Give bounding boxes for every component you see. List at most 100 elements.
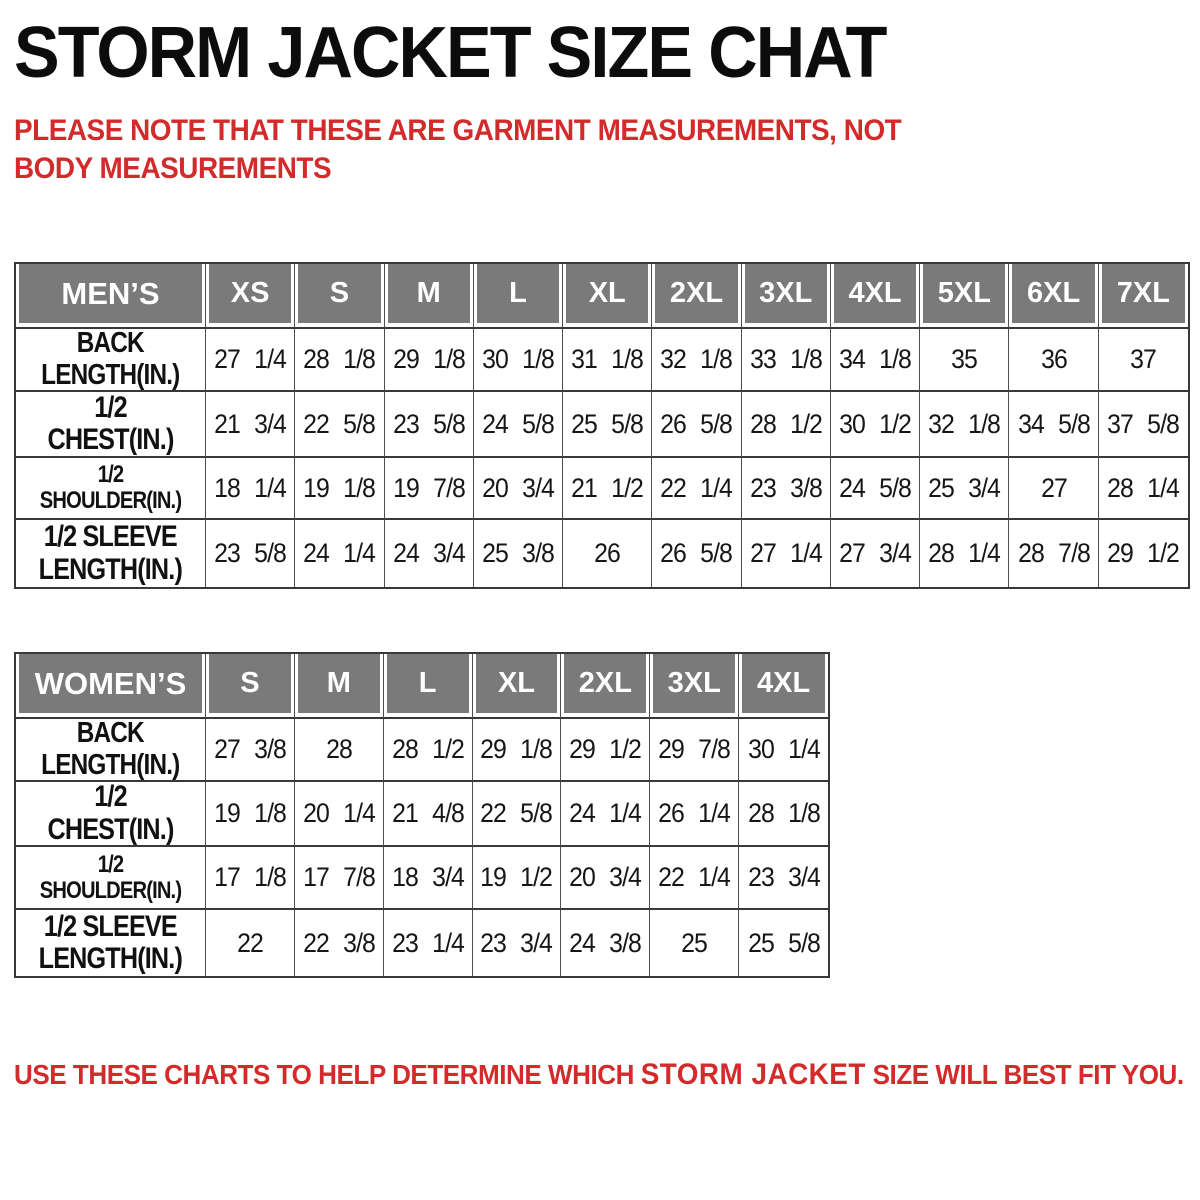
size-value-cell: 35 (920, 329, 1010, 392)
row-label: 1/2 SLEEVE LENGTH(IN.) (16, 910, 206, 976)
size-value-cell: 26 (563, 520, 653, 587)
size-value-cell: 23 5/8 (384, 392, 474, 458)
row-label: 1/2 SHOULDER(IN.) (16, 458, 206, 520)
size-value-cell: 23 1/4 (383, 910, 473, 976)
column-header-4xl: 4XL (830, 264, 921, 329)
size-value-cell: 28 1/8 (739, 782, 828, 847)
size-value-cell: 24 3/8 (561, 910, 651, 976)
garment-measurement-note: PLEASE NOTE THAT THESE ARE GARMENT MEASU… (14, 114, 902, 186)
size-value-cell: 22 1/4 (650, 847, 740, 910)
row-label: 1/2 CHEST(IN.) (16, 392, 206, 458)
size-value-cell: 23 3/8 (741, 458, 831, 520)
column-header-l: L (383, 654, 473, 719)
column-header-3xl: 3XL (741, 264, 831, 329)
size-value-cell: 18 1/4 (206, 458, 296, 520)
size-value-cell: 22 (206, 910, 295, 976)
size-value-cell: 17 1/8 (206, 847, 295, 910)
footer-text-lead: USE THESE CHARTS TO HELP DETERMINE WHICH (14, 1059, 641, 1090)
size-value-cell: 19 1/8 (295, 458, 385, 520)
size-value-cell: 20 3/4 (561, 847, 651, 910)
size-value-cell: 17 7/8 (294, 847, 384, 910)
size-value-cell: 28 1/4 (920, 520, 1010, 587)
column-header-m: M (294, 654, 384, 719)
size-value-cell: 25 3/8 (473, 520, 564, 587)
column-header-3xl: 3XL (650, 654, 740, 719)
size-value-cell: 29 1/8 (472, 719, 562, 782)
size-value-cell: 37 (1098, 329, 1188, 392)
size-value-cell: 25 (650, 910, 740, 976)
size-value-cell: 23 3/4 (472, 910, 562, 976)
size-value-cell: 28 1/2 (383, 719, 473, 782)
footer-text-tail: SIZE WILL BEST FIT YOU. (865, 1059, 1184, 1090)
column-header-4xl: 4XL (739, 654, 828, 719)
size-value-cell: 30 1/2 (830, 392, 921, 458)
size-value-cell: 33 1/8 (741, 329, 831, 392)
womens-size-table: WOMEN’S S M L XL 2XL 3XL 4XL BACK LENGTH(IN.) 27 … (14, 652, 830, 978)
column-header-l: L (473, 264, 564, 329)
table-group-header: MEN’S (16, 264, 206, 329)
size-value-cell: 29 1/8 (384, 329, 474, 392)
size-value-cell: 20 3/4 (473, 458, 564, 520)
footer-brand-name: STORM JACKET (640, 1058, 866, 1091)
size-value-cell: 32 1/8 (652, 329, 742, 392)
size-value-cell: 24 5/8 (830, 458, 921, 520)
size-value-cell: 22 5/8 (295, 392, 385, 458)
size-value-cell: 21 1/2 (563, 458, 653, 520)
mens-size-table: MEN’S XS S M L XL 2XL 3XL 4XL 5XL 6XL 7XL BACK LENGT… (14, 262, 1190, 589)
size-value-cell: 28 1/8 (295, 329, 385, 392)
size-value-cell: 18 3/4 (383, 847, 473, 910)
size-value-cell: 31 1/8 (563, 329, 653, 392)
row-label: 1/2 CHEST(IN.) (16, 782, 206, 847)
size-value-cell: 26 1/4 (650, 782, 740, 847)
column-header-6xl: 6XL (1009, 264, 1099, 329)
size-value-cell: 29 1/2 (1098, 520, 1188, 587)
size-value-cell: 37 5/8 (1098, 392, 1188, 458)
column-header-m: M (384, 264, 474, 329)
size-value-cell: 32 1/8 (920, 392, 1010, 458)
size-value-cell: 29 1/2 (561, 719, 651, 782)
size-value-cell: 30 1/4 (739, 719, 828, 782)
size-value-cell: 27 1/4 (206, 329, 296, 392)
row-label: BACK LENGTH(IN.) (16, 329, 206, 392)
column-header-xl: XL (472, 654, 562, 719)
table-group-header: WOMEN’S (16, 654, 206, 719)
size-value-cell: 28 (294, 719, 384, 782)
page-title: STORM JACKET SIZE CHAT (14, 13, 887, 93)
column-header-2xl: 2XL (561, 654, 651, 719)
size-value-cell: 22 3/8 (294, 910, 384, 976)
column-header-xs: XS (206, 264, 296, 329)
size-value-cell: 22 1/4 (652, 458, 742, 520)
row-label: BACK LENGTH(IN.) (16, 719, 206, 782)
column-header-s: S (206, 654, 295, 719)
row-label: 1/2 SLEEVE LENGTH(IN.) (16, 520, 206, 587)
size-value-cell: 24 5/8 (473, 392, 564, 458)
column-header-5xl: 5XL (920, 264, 1010, 329)
size-value-cell: 27 (1009, 458, 1099, 520)
column-header-7xl: 7XL (1098, 264, 1188, 329)
size-value-cell: 19 1/2 (472, 847, 562, 910)
size-value-cell: 25 3/4 (920, 458, 1010, 520)
size-value-cell: 29 7/8 (650, 719, 740, 782)
size-value-cell: 24 1/4 (561, 782, 651, 847)
size-value-cell: 23 3/4 (739, 847, 828, 910)
size-value-cell: 21 3/4 (206, 392, 296, 458)
size-value-cell: 34 5/8 (1009, 392, 1099, 458)
size-value-cell: 19 1/8 (206, 782, 295, 847)
size-value-cell: 36 (1009, 329, 1099, 392)
size-value-cell: 34 1/8 (830, 329, 921, 392)
size-value-cell: 25 5/8 (739, 910, 828, 976)
footer-fit-advice: USE THESE CHARTS TO HELP DETERMINE WHICH… (14, 1058, 1184, 1092)
size-value-cell: 20 1/4 (294, 782, 384, 847)
row-label: 1/2 SHOULDER(IN.) (16, 847, 206, 910)
size-value-cell: 28 7/8 (1009, 520, 1099, 587)
size-value-cell: 23 5/8 (206, 520, 296, 587)
column-header-2xl: 2XL (652, 264, 742, 329)
size-value-cell: 27 3/8 (206, 719, 295, 782)
size-value-cell: 27 1/4 (741, 520, 831, 587)
size-value-cell: 21 4/8 (383, 782, 473, 847)
size-value-cell: 28 1/4 (1098, 458, 1188, 520)
size-value-cell: 28 1/2 (741, 392, 831, 458)
size-value-cell: 25 5/8 (563, 392, 653, 458)
size-value-cell: 27 3/4 (830, 520, 921, 587)
size-value-cell: 19 7/8 (384, 458, 474, 520)
